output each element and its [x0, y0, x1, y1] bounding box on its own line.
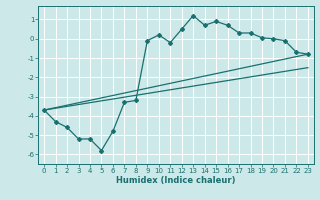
X-axis label: Humidex (Indice chaleur): Humidex (Indice chaleur) [116, 176, 236, 185]
